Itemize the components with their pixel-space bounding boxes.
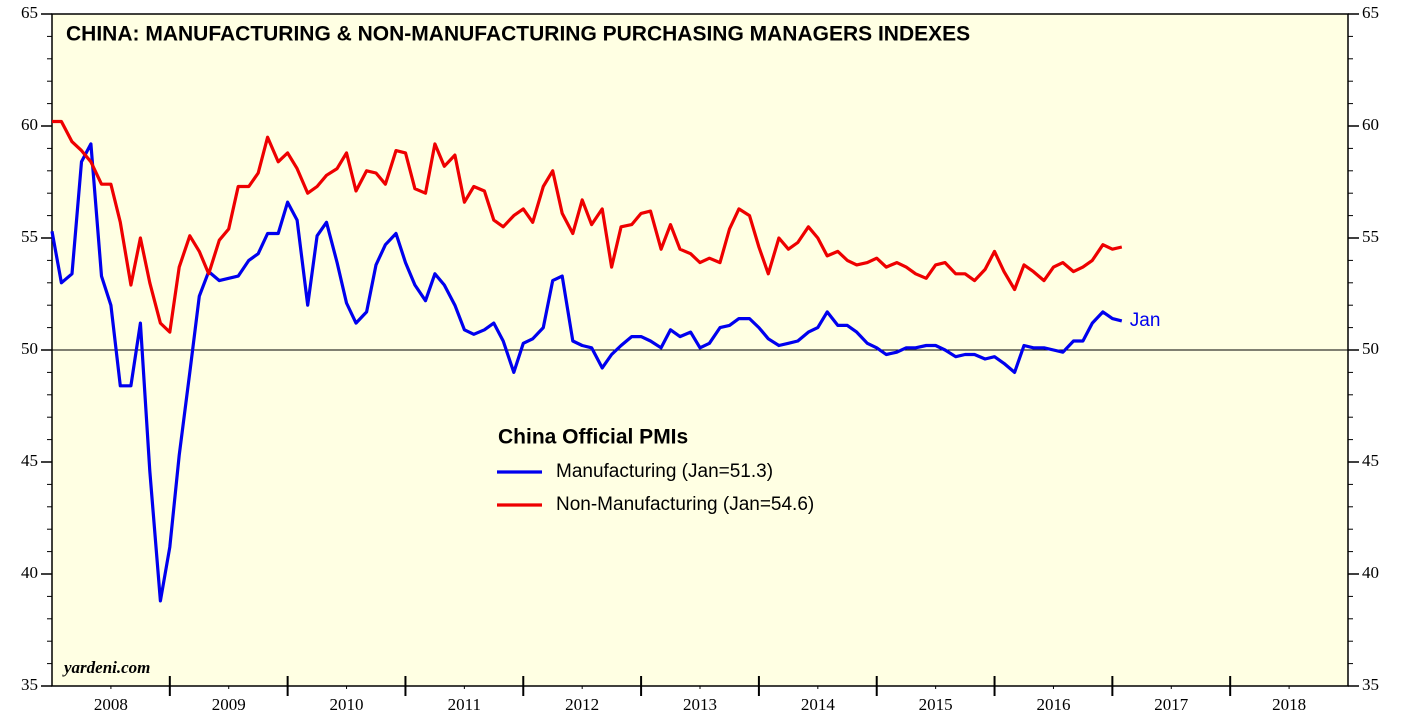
y-tick-label: 55 xyxy=(21,227,38,246)
y-tick-label: 60 xyxy=(21,115,38,134)
series-line xyxy=(52,119,1123,334)
x-tick-label: 2014 xyxy=(801,695,836,714)
y-tick-label: 45 xyxy=(21,451,38,470)
legend-label: Manufacturing (Jan=51.3) xyxy=(556,461,773,482)
legend-label: Non-Manufacturing (Jan=54.6) xyxy=(556,494,814,515)
y2-tick-label: 45 xyxy=(1362,451,1379,470)
y2-tick-label: 50 xyxy=(1362,339,1379,358)
y-tick-label: 65 xyxy=(21,3,38,22)
x-tick-label: 2010 xyxy=(330,695,364,714)
series-line xyxy=(50,142,1123,603)
y2-tick-label: 40 xyxy=(1362,563,1379,582)
x-tick-label: 2009 xyxy=(212,695,246,714)
y2-tick-label: 60 xyxy=(1362,115,1379,134)
x-tick-label: 2017 xyxy=(1154,695,1189,714)
y-tick-label: 50 xyxy=(21,339,38,358)
y-tick-label: 40 xyxy=(21,563,38,582)
y-tick-label: 35 xyxy=(21,675,38,694)
x-tick-label: 2018 xyxy=(1272,695,1306,714)
x-tick-label: 2015 xyxy=(919,695,953,714)
y2-tick-label: 35 xyxy=(1362,675,1379,694)
x-tick-label: 2016 xyxy=(1036,695,1070,714)
y2-tick-label: 55 xyxy=(1362,227,1379,246)
x-tick-label: 2012 xyxy=(565,695,599,714)
x-tick-label: 2008 xyxy=(94,695,128,714)
source: yardeni.com xyxy=(62,658,150,677)
annotation: Jan xyxy=(1130,310,1161,331)
legend-title: China Official PMIs xyxy=(498,426,688,449)
y2-tick-label: 65 xyxy=(1362,3,1379,22)
x-tick-label: 2011 xyxy=(448,695,481,714)
x-tick-label: 2013 xyxy=(683,695,717,714)
chart-title: CHINA: MANUFACTURING & NON-MANUFACTURING… xyxy=(66,23,970,46)
